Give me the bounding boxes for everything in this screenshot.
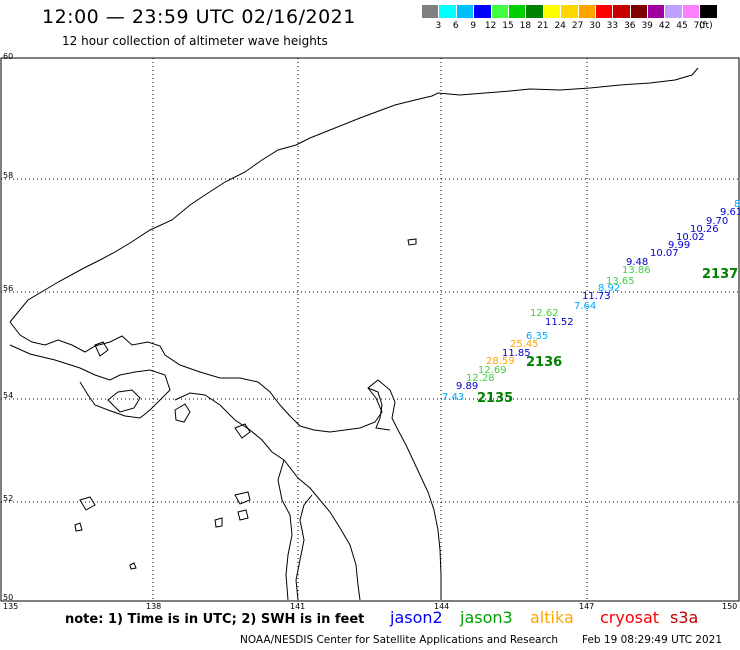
color-scale-label: 39 — [641, 21, 653, 31]
latitude-label: 54 — [3, 391, 13, 400]
wave-height-color-scale — [422, 5, 718, 18]
page-title: 12:00 — 23:59 UTC 02/16/2021 — [42, 6, 356, 28]
color-scale-label: 21 — [537, 21, 549, 31]
color-scale-label: 9 — [470, 21, 477, 31]
color-scale-label: 6 — [452, 21, 459, 31]
color-scale-swatch — [456, 5, 475, 18]
generated-timestamp: Feb 19 08:29:49 UTC 2021 — [582, 634, 722, 646]
color-scale-swatch — [578, 5, 596, 18]
satellite-legend-jason2: jason2 — [390, 608, 443, 627]
color-scale-swatch — [648, 5, 666, 18]
longitude-label: 147 — [579, 602, 594, 611]
color-scale-swatch — [665, 5, 683, 18]
color-scale-swatch — [491, 5, 509, 18]
wave-height-value: 12.69 — [478, 365, 507, 376]
color-scale-unit: (ft) — [699, 21, 713, 31]
coastline — [9, 67, 699, 601]
longitude-label: 138 — [146, 602, 161, 611]
color-scale-swatch — [682, 5, 701, 18]
wave-height-value: 9.70 — [706, 216, 728, 227]
color-scale-swatch — [561, 5, 579, 18]
color-scale-label: 36 — [624, 21, 636, 31]
latitude-labels: 60 58 56 54 52 50 — [3, 52, 13, 602]
color-scale-label: 70 — [693, 21, 706, 31]
map-frame — [0, 57, 740, 602]
color-scale-swatch — [508, 5, 527, 18]
wave-height-value: 12.28 — [466, 373, 495, 384]
color-scale-label: 3 — [435, 21, 442, 31]
color-scale-label: 27 — [571, 21, 584, 31]
longitude-label: 150 — [722, 602, 737, 611]
color-scale-label: 12 — [484, 21, 497, 31]
color-scale-swatch — [595, 5, 614, 18]
longitude-label: 141 — [290, 602, 305, 611]
wave-height-value: 7.43 — [442, 392, 464, 403]
longitude-label: 144 — [434, 602, 449, 611]
latitude-label: 52 — [3, 494, 13, 503]
satellite-legend-jason3: jason3 — [460, 608, 513, 627]
color-scale-swatch — [439, 5, 457, 18]
color-scale-labels: 3 6 9 12 15 18 21 24 27 30 33 36 39 42 45 70 (ft) — [422, 21, 740, 33]
color-scale-swatch — [474, 5, 492, 18]
wave-height-value: 11.85 — [502, 348, 531, 359]
satellite-legend-s3a: s3a — [670, 608, 699, 627]
latitude-label: 50 — [3, 593, 13, 602]
satellite-legend-cryosat: cryosat — [600, 608, 660, 627]
color-scale-label: 24 — [554, 21, 566, 31]
graticule — [1, 58, 739, 601]
satellite-legend-altika: altika — [530, 608, 574, 627]
color-scale-swatch — [422, 5, 440, 18]
latitude-label: 58 — [3, 171, 13, 180]
color-scale-swatch — [700, 5, 718, 18]
wave-height-value: 10.02 — [676, 232, 705, 243]
color-scale-label: 18 — [519, 21, 532, 31]
color-scale-label: 30 — [589, 21, 601, 31]
latitude-label: 56 — [3, 284, 13, 293]
credit-line: NOAA/NESDIS Center for Satellite Applica… — [240, 634, 558, 646]
color-scale-label: 33 — [606, 21, 619, 31]
color-scale-swatch — [526, 5, 544, 18]
wave-height-value: 12.62 — [530, 308, 559, 319]
wave-height-value: 28.59 — [486, 356, 515, 367]
track-time-label: 2136 — [526, 355, 562, 370]
color-scale-swatch — [613, 5, 631, 18]
footer-note: note: 1) Time is in UTC; 2) SWH is in fe… — [65, 612, 365, 627]
wave-height-value: 9.48 — [626, 257, 648, 268]
color-scale-swatch — [543, 5, 562, 18]
latitude-label: 60 — [3, 52, 13, 61]
wave-height-value: 8. — [734, 199, 740, 210]
wave-height-value: 11.52 — [545, 317, 574, 328]
wave-height-value: 7.64 — [574, 301, 596, 312]
wave-height-value: 13.65 — [606, 276, 635, 287]
color-scale-label: 45 — [676, 21, 688, 31]
wave-height-value: 8.92 — [598, 283, 620, 294]
wave-height-value: 9.89 — [456, 381, 478, 392]
wave-height-value: 6.35 — [526, 331, 548, 342]
wave-height-value: 10.07 — [650, 248, 679, 259]
wave-height-value: 9.61 — [720, 207, 740, 218]
longitude-labels: 135 138 141 144 147 150 — [3, 602, 737, 611]
track-time-label: 2137 — [702, 267, 738, 282]
wave-height-value: 25.45 — [510, 339, 539, 350]
longitude-label: 135 — [3, 602, 18, 611]
color-scale-label: 42 — [658, 21, 671, 31]
page-subtitle: 12 hour collection of altimeter wave hei… — [62, 34, 328, 48]
wave-height-value: 9.99 — [668, 240, 690, 251]
color-scale-label: 15 — [502, 21, 514, 31]
color-scale-swatch — [630, 5, 649, 18]
wave-height-value: 11.73 — [582, 291, 611, 302]
track-time-label: 2135 — [477, 391, 513, 406]
track-time-labels: 2135 2136 2137 — [477, 267, 738, 406]
wave-height-value: 13.86 — [622, 265, 651, 276]
wave-height-value: 10.26 — [690, 224, 719, 235]
